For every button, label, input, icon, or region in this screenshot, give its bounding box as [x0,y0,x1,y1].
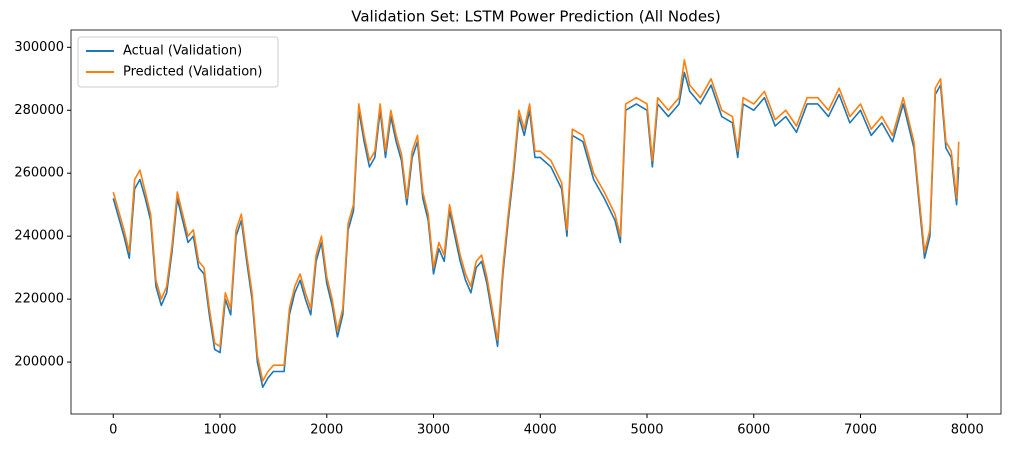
x-tick-label: 5000 [630,423,663,438]
plot-frame [70,29,1002,415]
x-tick-label: 4000 [524,423,557,438]
x-tick-label: 6000 [737,423,770,438]
series-line [112,71,960,389]
chart-title: Validation Set: LSTM Power Prediction (A… [351,8,720,26]
x-tick-label: 1000 [203,423,236,438]
legend-box [77,36,279,88]
series-line [112,59,960,382]
y-tick-label: 220000 [14,292,64,307]
legend-label: Predicted (Validation) [123,65,263,80]
x-tick-label: 3000 [417,423,450,438]
legend-label: Actual (Validation) [123,44,242,59]
y-tick-label: 280000 [14,103,64,118]
y-tick-label: 240000 [14,229,64,244]
y-tick-label: 300000 [14,40,64,55]
x-tick-label: 8000 [951,423,984,438]
x-tick-label: 0 [109,423,117,438]
x-tick-label: 7000 [844,423,877,438]
y-tick-label: 260000 [14,166,64,181]
y-tick-label: 200000 [14,355,64,370]
x-tick-label: 2000 [310,423,343,438]
